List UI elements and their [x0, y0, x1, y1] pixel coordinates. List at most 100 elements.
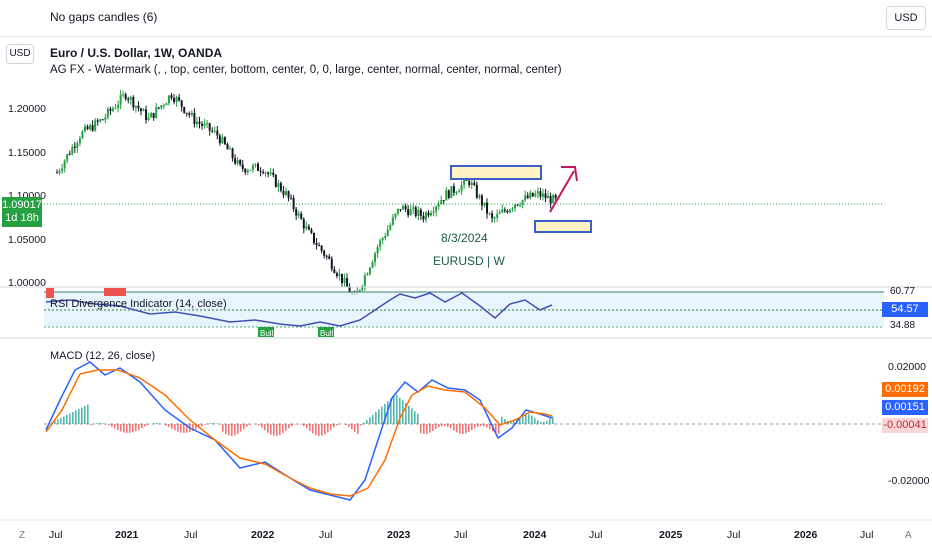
- candle-body: [534, 193, 537, 197]
- macd-histogram-bar: [96, 423, 98, 424]
- candle-body: [292, 198, 295, 210]
- macd-histogram-bar: [414, 411, 416, 424]
- candle-body: [323, 250, 326, 256]
- candle-body: [132, 97, 135, 108]
- candle-body: [63, 160, 66, 169]
- candle-body: [290, 197, 293, 199]
- candle-body: [78, 138, 81, 144]
- candle-body: [450, 186, 453, 198]
- macd-histogram-bar: [345, 424, 347, 426]
- rsi-bull-label: Bull: [320, 329, 334, 338]
- currency-button[interactable]: USD: [886, 6, 926, 30]
- macd-histogram-bar: [174, 424, 176, 431]
- candle-body: [473, 182, 476, 185]
- candle-body: [96, 120, 99, 122]
- macd-histogram-bar: [186, 424, 188, 433]
- candle-body: [119, 94, 122, 105]
- candle-body: [363, 275, 366, 287]
- macd-histogram-bar: [87, 404, 89, 424]
- price-y-axis: 1.20000 1.15000 1.10000 1.05000 1.00000: [8, 103, 46, 289]
- macd-histogram-bar: [117, 424, 119, 431]
- macd-histogram-bar: [195, 424, 197, 430]
- time-axis-label: Jul: [727, 529, 740, 541]
- candle-body: [414, 207, 417, 216]
- macd-histogram-bar: [147, 424, 149, 426]
- candle-body: [486, 202, 489, 214]
- macd-histogram-bar: [258, 424, 260, 426]
- macd-histogram-bar: [99, 423, 101, 424]
- macd-histogram-bar: [63, 416, 65, 424]
- candle-body: [463, 179, 466, 185]
- candle-body: [340, 273, 343, 283]
- candle-body: [376, 246, 379, 254]
- candle-body: [503, 209, 506, 211]
- macd-histogram-bar: [525, 414, 527, 424]
- macd-histogram-bar: [474, 424, 476, 429]
- candle-body: [272, 172, 275, 175]
- candle-body: [104, 117, 107, 120]
- candle-body: [91, 125, 94, 131]
- candle-body: [183, 107, 186, 113]
- candle-body: [460, 184, 463, 192]
- candle-body: [203, 123, 206, 126]
- candle-body: [516, 204, 519, 206]
- candle-body: [226, 144, 229, 150]
- macd-histogram-bar: [381, 406, 383, 424]
- macd-indicator-label: MACD (12, 26, close): [50, 350, 156, 362]
- macd-histogram-bar: [54, 421, 56, 424]
- candle-body: [432, 211, 435, 214]
- macd-histogram-bar: [198, 424, 200, 428]
- candle-body: [455, 192, 458, 194]
- macd-histogram-bar: [330, 424, 332, 430]
- candle-body: [137, 105, 140, 109]
- candle-body: [343, 278, 346, 283]
- candle-body: [501, 209, 504, 213]
- macd-histogram-bar: [405, 403, 407, 424]
- candle-body: [117, 104, 120, 108]
- time-axis-label: 2021: [115, 529, 139, 541]
- macd-histogram-bar: [111, 424, 113, 427]
- candle-body: [106, 108, 109, 118]
- scale-currency-button[interactable]: USD: [6, 44, 34, 64]
- candle-body: [155, 107, 158, 118]
- candle-body: [150, 112, 153, 118]
- macd-histogram-bar: [552, 416, 554, 424]
- candle-body: [440, 200, 443, 205]
- chart-title: No gaps candles (6): [50, 10, 158, 24]
- candle-body: [229, 148, 232, 150]
- macd-histogram-bar: [453, 424, 455, 431]
- candle-body: [402, 205, 405, 210]
- candle-body: [399, 208, 402, 210]
- macd-histogram-bar: [267, 424, 269, 433]
- macd-histogram-bar: [306, 424, 308, 429]
- candle-body: [269, 172, 272, 174]
- candle-body: [328, 256, 331, 259]
- macd-histogram-bar: [432, 424, 434, 432]
- macd-histogram-bar: [141, 424, 143, 429]
- candle-body: [312, 232, 315, 243]
- candle-body: [435, 206, 438, 212]
- time-axis-label: Jul: [860, 529, 873, 541]
- candle-body: [552, 194, 555, 204]
- macd-histogram-bar: [333, 424, 335, 428]
- candle-body: [488, 213, 491, 215]
- candle-body: [254, 163, 257, 166]
- macd-histogram-bar: [273, 424, 275, 436]
- candle-body: [506, 210, 509, 213]
- macd-histogram-bar: [465, 424, 467, 434]
- candle-body: [68, 154, 71, 156]
- macd-histogram-bar: [393, 395, 395, 424]
- candle-body: [302, 219, 305, 229]
- macd-histogram-bar: [183, 424, 185, 433]
- candle-body: [279, 183, 282, 191]
- macd-histogram-bar: [180, 424, 182, 433]
- macd-histogram-bar: [276, 424, 278, 436]
- macd-histogram-bar: [519, 417, 521, 424]
- macd-histogram-bar: [123, 424, 125, 433]
- candle-body: [277, 183, 280, 187]
- candle-body: [508, 209, 511, 213]
- candle-body: [99, 119, 102, 122]
- candle-body: [208, 123, 211, 131]
- macd-histogram-bar: [351, 424, 353, 430]
